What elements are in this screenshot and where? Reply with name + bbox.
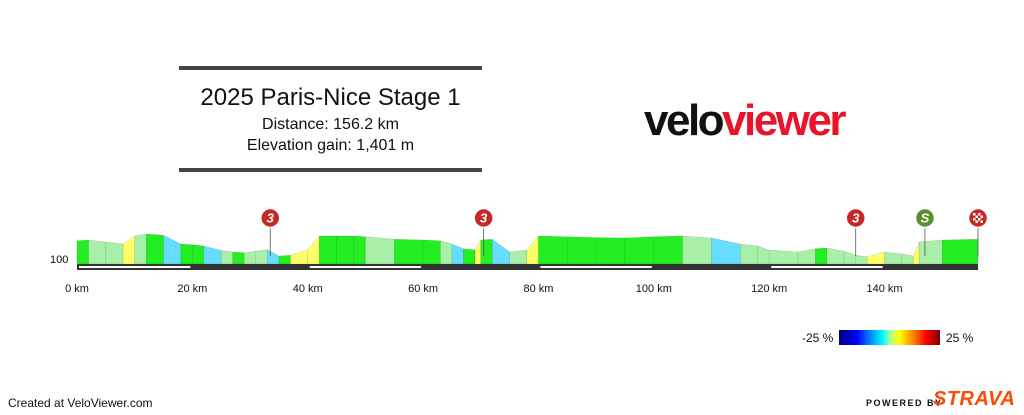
- profile-segment: [192, 244, 205, 265]
- logo-viewer: viewer: [722, 96, 846, 145]
- x-tick-label: 60 km: [408, 283, 438, 295]
- x-tick-label: 120 km: [751, 283, 787, 295]
- profile-segment: [365, 236, 395, 265]
- profile-segment: [941, 238, 979, 265]
- sprint-marker-label: S: [921, 211, 930, 226]
- title-box: 2025 Paris-Nice Stage 1 Distance: 156.2 …: [179, 66, 482, 172]
- profile-segment: [463, 248, 476, 265]
- profile-segment: [422, 239, 441, 265]
- credit-text: Created at VeloViewer.com: [8, 396, 153, 410]
- profile-segment: [134, 233, 147, 265]
- profile-segment: [901, 253, 914, 265]
- profile-base-bar: [77, 264, 978, 270]
- x-tick-label: 140 km: [867, 283, 903, 295]
- profile-segment: [105, 241, 124, 265]
- profile-segment: [884, 251, 903, 265]
- distance-stripe: [309, 266, 422, 268]
- profile-segment: [353, 235, 366, 265]
- climb-marker: [259, 207, 281, 229]
- profile-segment: [855, 254, 868, 265]
- profile-segment: [440, 240, 453, 265]
- profile-segment: [797, 248, 816, 265]
- profile-segment: [682, 235, 712, 265]
- profile-segment: [255, 249, 268, 265]
- profile-segment: [913, 241, 920, 265]
- finish-flag-square: [978, 218, 981, 221]
- profile-segment: [768, 249, 799, 265]
- finish-flag-square: [973, 213, 976, 216]
- profile-segment: [163, 234, 182, 265]
- climb-marker: [845, 207, 866, 229]
- x-tick-label: 20 km: [177, 283, 207, 295]
- profile-segment: [815, 247, 828, 265]
- gradient-legend-bar: [839, 330, 940, 345]
- profile-segment: [474, 239, 482, 265]
- finish-flag-square: [978, 213, 981, 216]
- climb-category-label: 3: [267, 211, 275, 226]
- profile-segment: [711, 237, 741, 265]
- x-tick-label: 0 km: [65, 283, 89, 295]
- profile-segment: [180, 243, 193, 265]
- strava-logo: STRAVA: [933, 388, 1016, 410]
- gradient-legend-min: -25 %: [802, 331, 834, 345]
- distance-stripe: [771, 266, 883, 268]
- profile-segment: [244, 250, 257, 265]
- climb-marker: [473, 207, 494, 229]
- profile-segment: [220, 250, 233, 265]
- profile-segment: [145, 233, 164, 265]
- gradient-legend-max: 25 %: [946, 331, 974, 345]
- profile-segment: [653, 235, 683, 265]
- profile-segment: [526, 235, 539, 265]
- profile-segment: [595, 237, 626, 265]
- distance-label: Distance: 156.2 km: [262, 116, 399, 133]
- powered-by-text: POWERED BY: [866, 398, 943, 408]
- distance-stripe: [79, 266, 191, 268]
- profile-segment: [394, 238, 424, 265]
- elevation-profile-chart: 100 0 km 20 km 40 km 60 km 80 km 100 km 120 km 1…: [50, 207, 989, 295]
- x-tick-label: 40 km: [293, 283, 323, 295]
- profile-segment: [278, 254, 291, 265]
- profile-segment: [319, 235, 337, 265]
- profile-segment: [480, 238, 493, 265]
- profile-segment: [509, 249, 528, 265]
- profile-segment: [290, 249, 308, 265]
- finish-flag-square: [975, 220, 978, 223]
- finish-flag-square: [973, 218, 976, 221]
- profile-segment: [232, 251, 245, 265]
- profile-segment: [843, 250, 856, 265]
- profile-segment: [538, 235, 568, 265]
- profile-segment: [567, 236, 597, 265]
- profile-segment: [336, 235, 355, 265]
- profile-segment: [267, 249, 280, 265]
- finish-flag-square: [975, 215, 978, 218]
- finish-flag-square: [980, 220, 983, 223]
- profile-segment: [122, 235, 135, 265]
- logo-velo: velo: [644, 96, 725, 145]
- distance-stripe: [540, 266, 652, 268]
- profile-segment: [624, 236, 655, 265]
- climb-category-label: 3: [852, 211, 860, 226]
- climb-category-label: 3: [480, 211, 488, 226]
- sprint-marker: [914, 207, 936, 229]
- y-tick-label: 100: [50, 254, 68, 266]
- profile-segment: [757, 245, 770, 265]
- profile-segment: [826, 247, 845, 265]
- profile-segment: [307, 235, 320, 265]
- profile-segment: [88, 239, 107, 265]
- profile-segment: [76, 239, 89, 265]
- chart-title: 2025 Paris-Nice Stage 1: [200, 84, 461, 111]
- profile-segment: [866, 251, 885, 265]
- veloviewer-logo: veloviewer: [644, 96, 847, 146]
- profile-segment: [451, 243, 464, 265]
- finish-flag-square: [980, 215, 983, 218]
- elevation-label: Elevation gain: 1,401 m: [246, 137, 415, 154]
- x-tick-label: 100 km: [636, 283, 672, 295]
- profile-segment: [492, 238, 510, 265]
- profile-segment: [918, 239, 943, 265]
- x-tick-label: 80 km: [523, 283, 553, 295]
- profile-segment: [740, 243, 758, 265]
- profile-segment: [203, 245, 222, 265]
